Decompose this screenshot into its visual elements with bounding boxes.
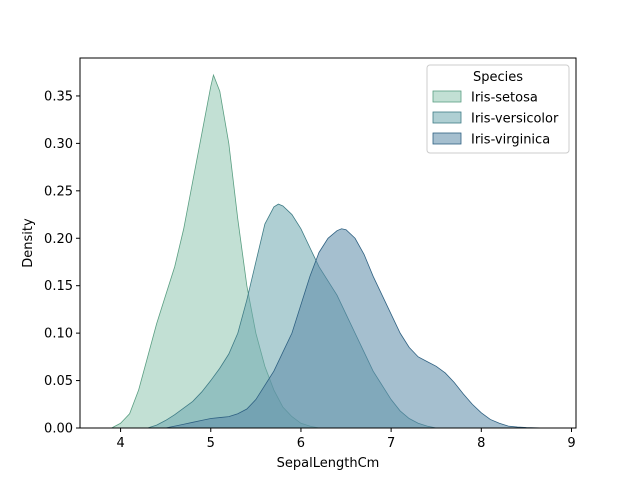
y-tick-label: 0.00: [44, 422, 73, 437]
legend-label-iris-versicolor: Iris-versicolor: [471, 112, 559, 127]
y-tick-label: 0.10: [44, 327, 73, 342]
x-axis-title: SepalLengthCm: [277, 456, 380, 471]
legend-swatch-iris-virginica: [432, 132, 462, 145]
y-tick-label: 0.05: [44, 374, 73, 389]
density-area-iris-virginica: [165, 228, 545, 429]
plot-frame: [79, 57, 577, 429]
x-tick-label: 4: [116, 436, 124, 451]
legend-label-iris-virginica: Iris-virginica: [471, 133, 550, 148]
legend-label-iris-setosa: Iris-setosa: [471, 91, 538, 106]
y-tick-label: 0.35: [44, 89, 73, 104]
x-tick-label: 8: [477, 436, 485, 451]
density-areas: [111, 73, 545, 429]
y-tick-label: 0.20: [44, 232, 73, 247]
legend: Species Iris-setosa Iris-versicolor Iris-v…: [426, 64, 570, 154]
x-axis-ticks: 4 5 6 7 8 9: [116, 428, 576, 451]
legend-box: [426, 64, 570, 154]
y-axis-ticks: 0.00 0.05 0.10 0.15 0.20 0.25 0.30 0.35: [44, 89, 80, 437]
y-tick-label: 0.30: [44, 137, 73, 152]
legend-title: Species: [473, 70, 523, 85]
y-tick-label: 0.25: [44, 184, 73, 199]
x-tick-label: 7: [387, 436, 395, 451]
x-tick-label: 9: [567, 436, 575, 451]
legend-swatch-iris-versicolor: [432, 111, 462, 124]
x-tick-label: 5: [207, 436, 215, 451]
legend-items: Iris-setosa Iris-versicolor Iris-virginica: [432, 90, 559, 148]
legend-swatch-iris-setosa: [432, 90, 462, 103]
y-tick-label: 0.15: [44, 279, 73, 294]
x-tick-label: 6: [297, 436, 305, 451]
y-axis-title: Density: [21, 218, 36, 268]
